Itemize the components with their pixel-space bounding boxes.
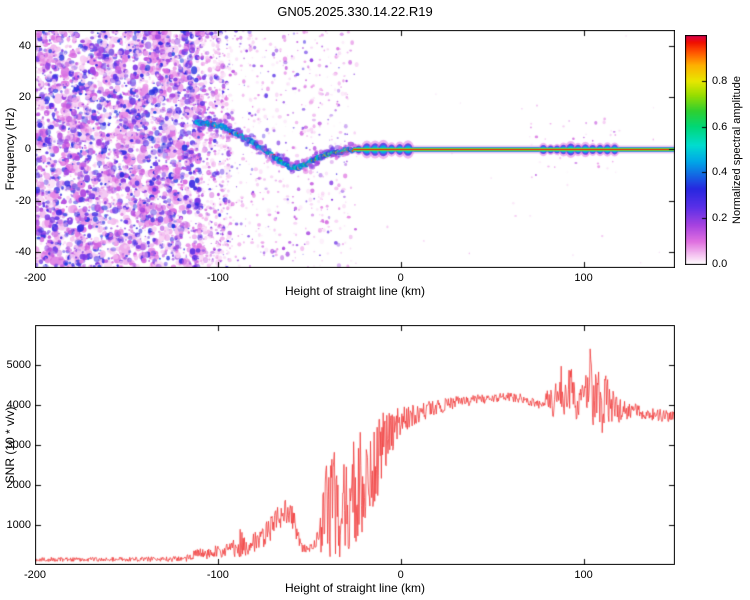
tick-label: 0 xyxy=(24,143,31,155)
tick-label: -100 xyxy=(206,272,229,284)
spectrogram-x-axis-label: Height of straight line (km) xyxy=(284,284,426,298)
tick-label: 2000 xyxy=(6,479,31,491)
tick-label: 0 xyxy=(397,569,404,581)
tick-label: 5000 xyxy=(6,359,31,371)
tick-label: 0.6 xyxy=(712,120,728,133)
snr-canvas xyxy=(35,325,675,565)
tick-label: 0.8 xyxy=(712,74,728,87)
tick-label: -20 xyxy=(15,194,31,207)
colorbar-canvas xyxy=(685,35,707,265)
tick-label: 0.2 xyxy=(712,212,728,225)
colorbar xyxy=(685,35,707,265)
tick-label: 0 xyxy=(397,272,404,284)
tick-label: 100 xyxy=(574,569,593,581)
tick-label: 40 xyxy=(18,39,31,52)
figure-title: GN05.2025.330.14.22.R19 xyxy=(277,4,433,19)
tick-label: 0.4 xyxy=(712,166,728,179)
tick-label: -100 xyxy=(206,569,229,581)
snr-panel xyxy=(35,325,675,565)
spectrogram-panel xyxy=(35,30,675,268)
tick-label: 0.0 xyxy=(712,258,728,270)
tick-label: 1000 xyxy=(6,519,31,531)
tick-label: 4000 xyxy=(6,399,31,411)
tick-label: -40 xyxy=(15,246,31,259)
tick-label: -200 xyxy=(23,569,47,581)
tick-label: 100 xyxy=(574,272,593,284)
tick-label: 3000 xyxy=(6,439,31,451)
spectrogram-canvas xyxy=(35,30,675,268)
tick-label: -200 xyxy=(23,272,47,284)
snr-x-axis-label: Height of straight line (km) xyxy=(284,581,426,595)
tick-label: 20 xyxy=(18,91,31,104)
